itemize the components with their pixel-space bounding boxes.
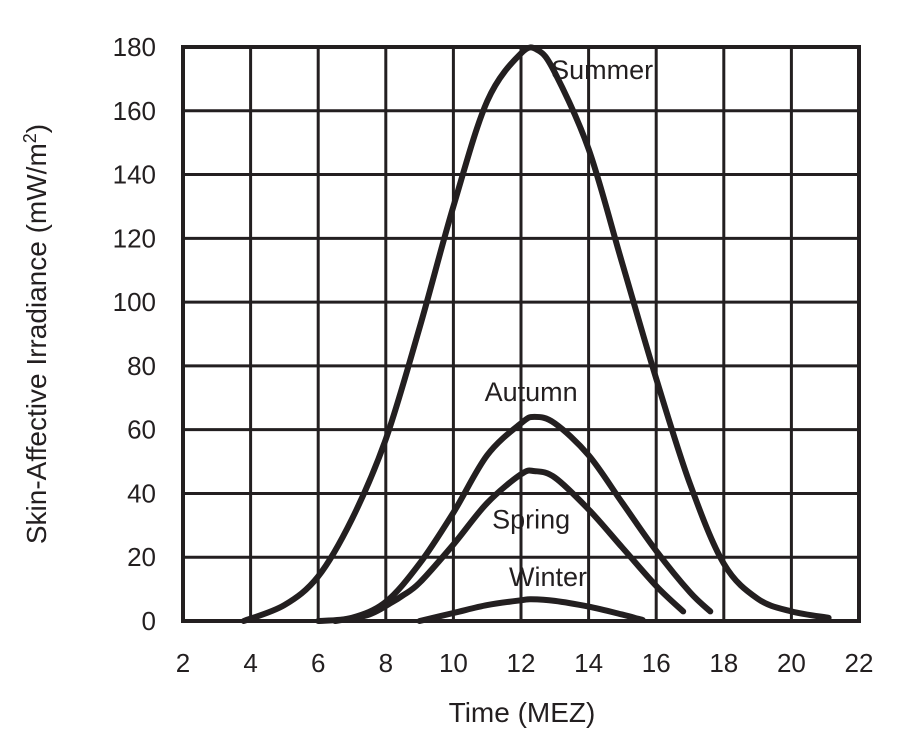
series-line-summer — [240, 44, 832, 624]
y-tick-label: 0 — [142, 606, 156, 636]
x-tick-label: 12 — [507, 648, 536, 678]
y-tick-labels: 0 20 40 60 80 100 120 140 160 180 — [113, 32, 156, 636]
y-tick-label: 180 — [113, 32, 156, 62]
x-tick-label: 2 — [176, 648, 190, 678]
x-tick-label: 4 — [243, 648, 257, 678]
y-axis-title-superscript: 2 — [20, 133, 40, 143]
y-tick-label: 140 — [113, 160, 156, 190]
y-axis-title-main: Skin-Affective Irradiance (mW/m — [21, 143, 52, 544]
y-tick-label: 100 — [113, 287, 156, 317]
x-tick-label: 18 — [709, 648, 738, 678]
series-labels: Summer Autumn Spring Winter — [485, 55, 654, 592]
y-tick-label: 60 — [127, 415, 156, 445]
y-axis-title: Skin-Affective Irradiance (mW/m2) — [20, 124, 52, 544]
series-line-winter — [416, 596, 646, 624]
y-tick-label: 80 — [127, 351, 156, 381]
series-label-spring: Spring — [492, 505, 570, 535]
y-tick-label: 20 — [127, 542, 156, 572]
x-tick-labels: 2 4 6 8 10 12 14 16 18 20 22 — [176, 648, 874, 678]
x-tick-label: 16 — [642, 648, 671, 678]
series-label-winter: Winter — [509, 562, 587, 592]
series-line-autumn — [315, 413, 714, 624]
series-label-autumn: Autumn — [485, 377, 578, 407]
x-tick-label: 20 — [777, 648, 806, 678]
y-axis-title-close: ) — [21, 124, 52, 133]
grid — [181, 45, 861, 623]
x-tick-label: 6 — [311, 648, 325, 678]
x-tick-label: 8 — [379, 648, 393, 678]
series-lines — [240, 44, 832, 624]
x-axis-title: Time (MEZ) — [449, 697, 596, 728]
x-tick-label: 14 — [574, 648, 603, 678]
x-tick-label: 10 — [439, 648, 468, 678]
plot-frame — [181, 45, 861, 623]
x-tick-label: 22 — [845, 648, 874, 678]
series-label-summer: Summer — [551, 55, 653, 85]
y-tick-label: 40 — [127, 478, 156, 508]
series-line-spring — [332, 467, 687, 624]
y-tick-label: 160 — [113, 96, 156, 126]
y-tick-label: 120 — [113, 223, 156, 253]
